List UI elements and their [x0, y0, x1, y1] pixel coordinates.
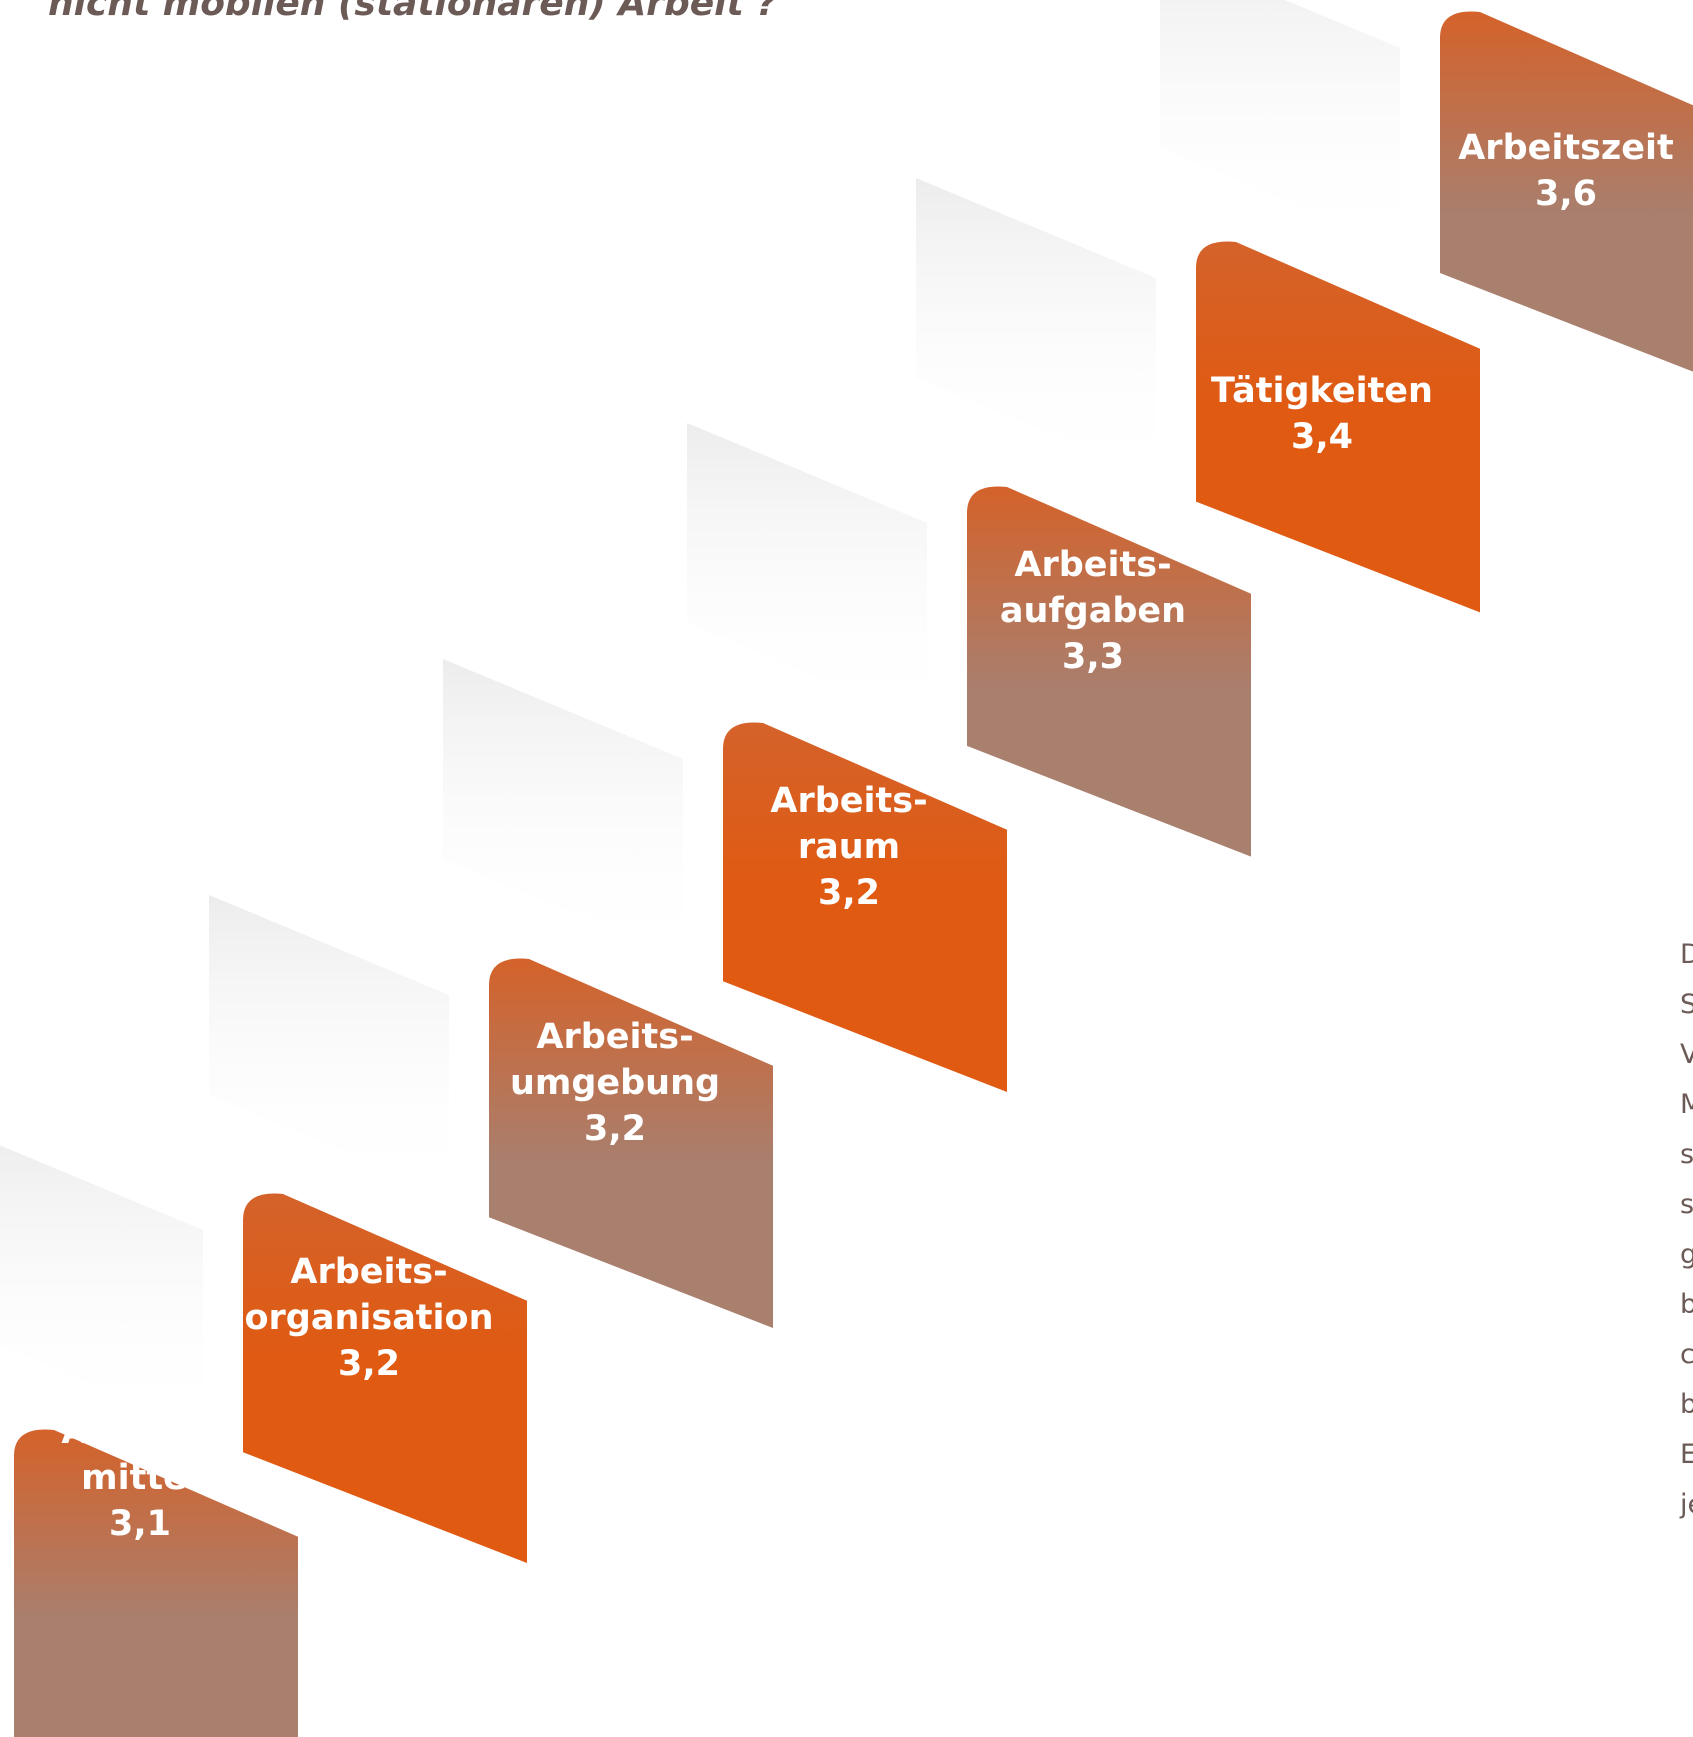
step-shadow-3 [443, 659, 683, 959]
stair-shadows [0, 0, 1400, 1430]
step-value-6: 3,6 [1535, 174, 1597, 214]
side-text-line: S [1680, 989, 1693, 1020]
side-text-line: s [1680, 1189, 1693, 1220]
step-label-6: Arbeitszeit [1458, 128, 1674, 168]
step-value-3: 3,2 [818, 873, 880, 913]
step-bar-4 [967, 486, 1251, 857]
step-label-3: raum [798, 827, 900, 867]
side-text-line: M [1680, 1089, 1693, 1120]
step-bar-1 [243, 1193, 527, 1563]
step-shadow-1 [0, 1145, 203, 1430]
step-bar-3 [723, 722, 1007, 1092]
side-text-line: V [1680, 1039, 1693, 1070]
step-shadow-6 [1160, 0, 1400, 248]
side-text-line: b [1680, 1389, 1693, 1420]
step-bar-6 [1440, 11, 1693, 372]
side-text-fragment: DSVMssgbcbEje [1680, 930, 1693, 1530]
step-value-4: 3,3 [1062, 637, 1124, 677]
step-shadow-4 [687, 423, 927, 723]
step-value-5: 3,4 [1291, 417, 1353, 457]
step-label-4: aufgaben [1000, 591, 1186, 631]
step-label-0: mittel [81, 1458, 199, 1498]
side-text-line: E [1680, 1439, 1693, 1470]
step-label-2: Arbeits- [536, 1017, 693, 1057]
step-value-1: 3,2 [338, 1344, 400, 1384]
step-shadow-5 [916, 178, 1156, 478]
side-text-line: je [1680, 1489, 1693, 1520]
step-label-5: Tätigkeiten [1211, 371, 1433, 411]
step-label-3: Arbeits- [770, 781, 927, 821]
side-text-line: c [1680, 1339, 1693, 1370]
side-text-line: s [1680, 1139, 1693, 1170]
side-text-line: g [1680, 1239, 1693, 1270]
step-label-4: Arbeits- [1014, 545, 1171, 585]
step-value-2: 3,2 [584, 1109, 646, 1149]
stair-steps: Arbeits-mittel 3,1 Arbeits-organisation 3,2… [14, 11, 1693, 1737]
step-label-0: Arbeits- [61, 1412, 218, 1452]
step-bar-2 [489, 958, 773, 1328]
step-shadow-2 [209, 895, 449, 1195]
step-label-2: umgebung [510, 1063, 720, 1103]
side-text-line: b [1680, 1289, 1693, 1320]
step-bar-0 [14, 1429, 298, 1737]
side-text-line: D [1680, 939, 1693, 970]
chart-title: nicht mobilen (stationären) Arbeit ?” [48, 0, 801, 24]
step-bar-5 [1196, 241, 1480, 613]
step-label-1: organisation [244, 1298, 493, 1338]
step-value-0: 3,1 [109, 1504, 171, 1544]
step-label-1: Arbeits- [290, 1252, 447, 1292]
